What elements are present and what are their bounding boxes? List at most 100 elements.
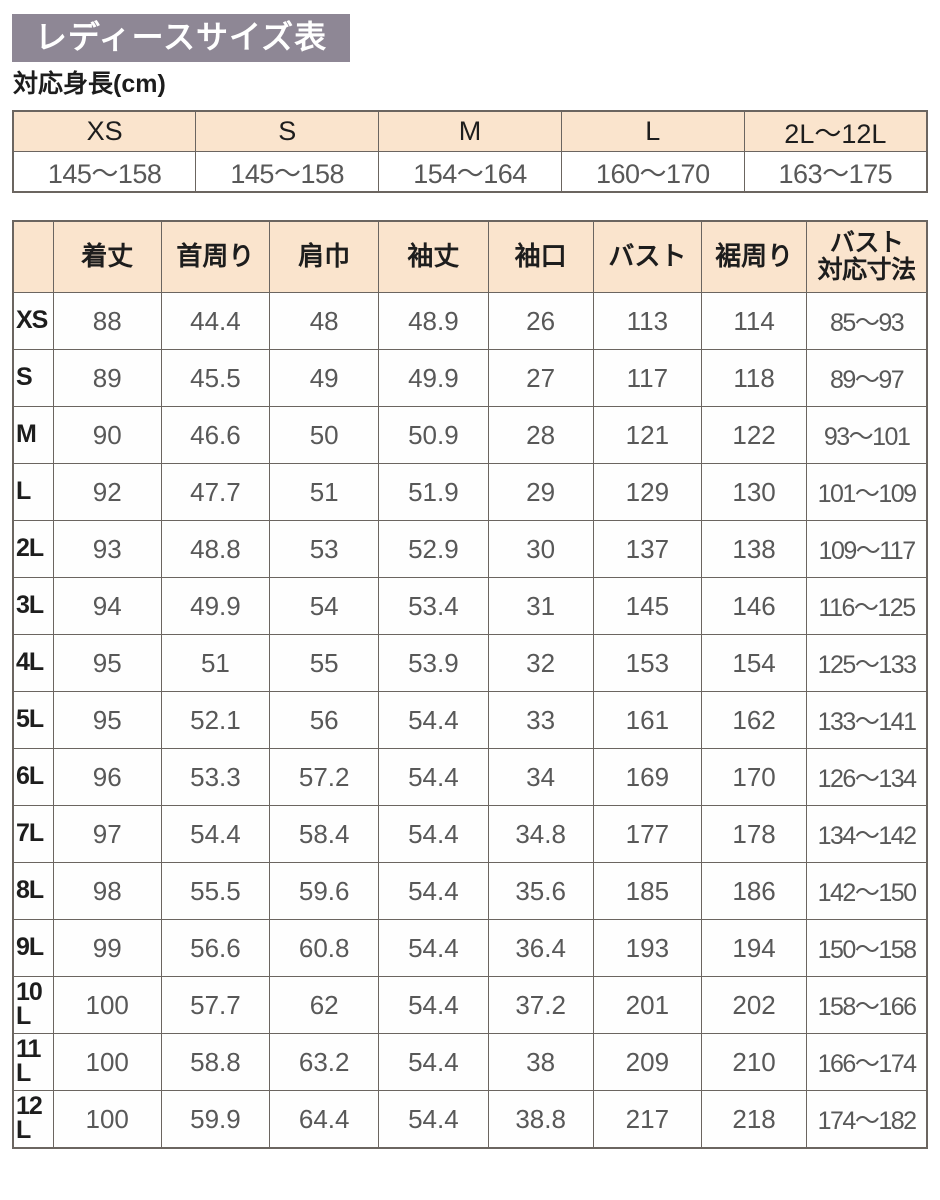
table-row: 7L 97 54.4 58.4 54.4 34.8 177 178 134〜142 — [12, 805, 928, 863]
cell-0: 94 — [52, 577, 162, 635]
cell-7: 134〜142 — [806, 805, 928, 863]
measurement-header-shoulder: 肩巾 — [269, 220, 380, 293]
cell-2: 55 — [269, 634, 380, 692]
cell-1: 45.5 — [160, 349, 271, 407]
cell-4: 28 — [487, 406, 594, 464]
cell-1: 52.1 — [160, 691, 271, 749]
cell-2: 64.4 — [269, 1090, 380, 1149]
measurement-header-hem: 裾周り — [700, 220, 808, 293]
height-header-2l-12l: 2L〜12L — [743, 110, 928, 152]
table-row: 6L 96 53.3 57.2 54.4 34 169 170 126〜134 — [12, 748, 928, 806]
table-row: 8L 98 55.5 59.6 54.4 35.6 185 186 142〜150 — [12, 862, 928, 920]
measurement-header-row: 着丈 首周り 肩巾 袖丈 袖口 バスト 裾周り バスト 対応寸法 — [12, 220, 928, 293]
height-table-header-row: XS S M L 2L〜12L — [12, 110, 928, 152]
measurement-header-cuff: 袖口 — [487, 220, 594, 293]
table-row: 11L 100 58.8 63.2 54.4 38 209 210 166〜174 — [12, 1033, 928, 1091]
page-title-banner: レディースサイズ表 — [12, 14, 350, 62]
cell-2: 51 — [269, 463, 380, 521]
cell-6: 138 — [700, 520, 808, 578]
cell-6: 154 — [700, 634, 808, 692]
cell-1: 56.6 — [160, 919, 271, 977]
page-title: レディースサイズ表 — [34, 19, 328, 55]
cell-1: 53.3 — [160, 748, 271, 806]
measurement-header-bust-fit-line2: 対応寸法 — [817, 256, 917, 284]
height-value-xs: 145〜158 — [12, 151, 197, 193]
cell-3: 53.9 — [378, 634, 489, 692]
cell-6: 202 — [700, 976, 808, 1034]
cell-7: 133〜141 — [806, 691, 928, 749]
row-size-label: 12L — [12, 1090, 54, 1149]
cell-4: 34.8 — [487, 805, 594, 863]
cell-6: 178 — [700, 805, 808, 863]
cell-0: 93 — [52, 520, 162, 578]
cell-0: 100 — [52, 976, 162, 1034]
height-header-xs: XS — [12, 110, 197, 152]
cell-3: 54.4 — [378, 862, 489, 920]
cell-2: 59.6 — [269, 862, 380, 920]
measurement-header-bust-fit: バスト 対応寸法 — [806, 220, 928, 293]
cell-3: 54.4 — [378, 1090, 489, 1149]
cell-0: 95 — [52, 634, 162, 692]
cell-5: 161 — [592, 691, 702, 749]
row-size-label: 5L — [12, 691, 54, 749]
cell-0: 92 — [52, 463, 162, 521]
table-row: 9L 99 56.6 60.8 54.4 36.4 193 194 150〜158 — [12, 919, 928, 977]
table-row: L 92 47.7 51 51.9 29 129 130 101〜109 — [12, 463, 928, 521]
cell-3: 51.9 — [378, 463, 489, 521]
row-size-label: 6L — [12, 748, 54, 806]
cell-4: 31 — [487, 577, 594, 635]
cell-5: 117 — [592, 349, 702, 407]
table-row: M 90 46.6 50 50.9 28 121 122 93〜101 — [12, 406, 928, 464]
cell-1: 47.7 — [160, 463, 271, 521]
cell-5: 201 — [592, 976, 702, 1034]
cell-7: 85〜93 — [806, 292, 928, 350]
row-size-label: 11L — [12, 1033, 54, 1091]
height-range-table: XS S M L 2L〜12L 145〜158 145〜158 154〜164 … — [12, 110, 928, 193]
cell-7: 89〜97 — [806, 349, 928, 407]
cell-5: 113 — [592, 292, 702, 350]
measurement-header-bust: バスト — [592, 220, 702, 293]
cell-6: 146 — [700, 577, 808, 635]
cell-4: 38 — [487, 1033, 594, 1091]
cell-6: 118 — [700, 349, 808, 407]
cell-7: 174〜182 — [806, 1090, 928, 1149]
measurement-header-corner — [12, 220, 54, 293]
height-header-m: M — [378, 110, 562, 152]
cell-2: 57.2 — [269, 748, 380, 806]
cell-6: 194 — [700, 919, 808, 977]
cell-3: 48.9 — [378, 292, 489, 350]
cell-1: 48.8 — [160, 520, 271, 578]
cell-3: 54.4 — [378, 691, 489, 749]
cell-0: 98 — [52, 862, 162, 920]
height-table-caption: 対応身長(cm) — [13, 70, 166, 98]
cell-5: 129 — [592, 463, 702, 521]
height-table-value-row: 145〜158 145〜158 154〜164 160〜170 163〜175 — [12, 151, 928, 193]
cell-4: 35.6 — [487, 862, 594, 920]
cell-4: 26 — [487, 292, 594, 350]
cell-5: 153 — [592, 634, 702, 692]
cell-0: 100 — [52, 1033, 162, 1091]
cell-7: 116〜125 — [806, 577, 928, 635]
table-row: 3L 94 49.9 54 53.4 31 145 146 116〜125 — [12, 577, 928, 635]
table-row: 2L 93 48.8 53 52.9 30 137 138 109〜117 — [12, 520, 928, 578]
cell-2: 49 — [269, 349, 380, 407]
cell-4: 36.4 — [487, 919, 594, 977]
cell-2: 54 — [269, 577, 380, 635]
cell-4: 34 — [487, 748, 594, 806]
height-header-s: S — [195, 110, 380, 152]
cell-2: 48 — [269, 292, 380, 350]
cell-4: 33 — [487, 691, 594, 749]
measurement-size-table: 着丈 首周り 肩巾 袖丈 袖口 バスト 裾周り バスト 対応寸法 XS 88 44.… — [12, 220, 928, 1149]
cell-1: 46.6 — [160, 406, 271, 464]
row-size-label: 2L — [12, 520, 54, 578]
cell-7: 93〜101 — [806, 406, 928, 464]
cell-3: 52.9 — [378, 520, 489, 578]
cell-3: 49.9 — [378, 349, 489, 407]
table-row: XS 88 44.4 48 48.9 26 113 114 85〜93 — [12, 292, 928, 350]
cell-7: 101〜109 — [806, 463, 928, 521]
measurement-table-body: XS 88 44.4 48 48.9 26 113 114 85〜93 S 89 45.5 49 49.9… — [12, 292, 928, 1149]
cell-1: 49.9 — [160, 577, 271, 635]
cell-5: 145 — [592, 577, 702, 635]
cell-6: 162 — [700, 691, 808, 749]
table-row: 12L 100 59.9 64.4 54.4 38.8 217 218 174〜182 — [12, 1090, 928, 1149]
